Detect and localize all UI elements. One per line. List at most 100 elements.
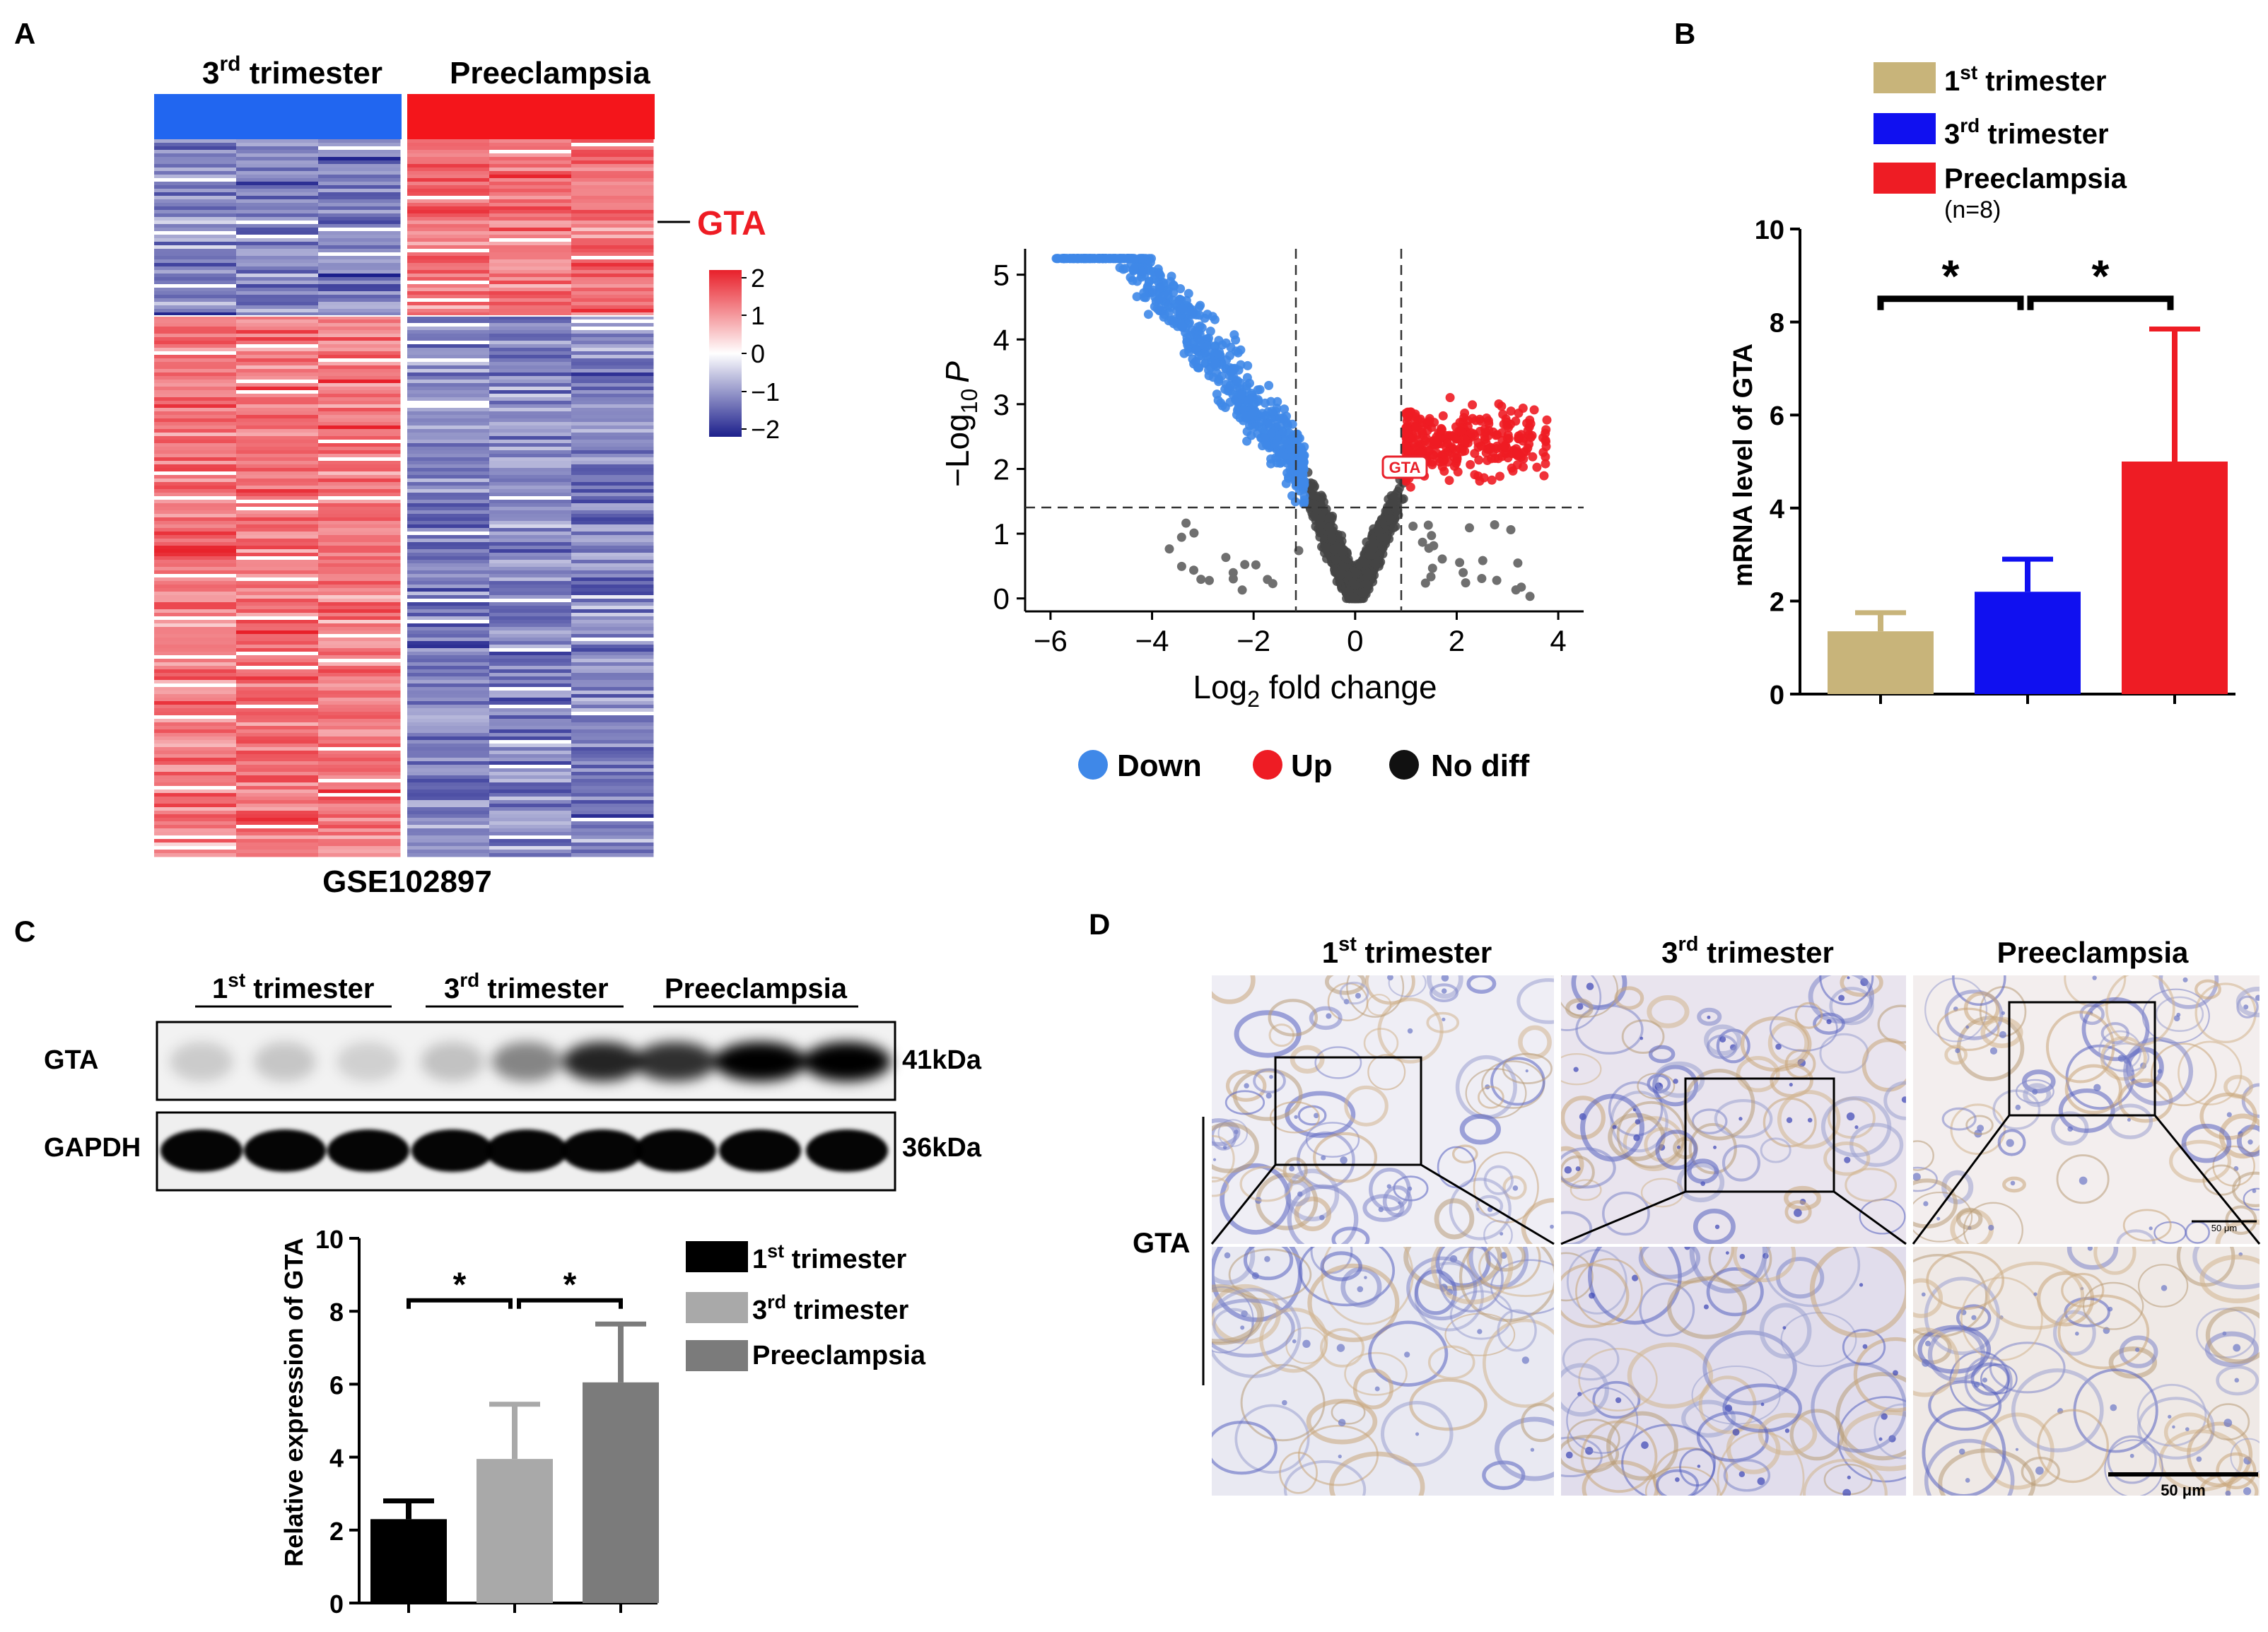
- heatmap-colorbar: [709, 270, 742, 437]
- heatmap-cell: [318, 722, 401, 727]
- heatmap-cell: [407, 330, 490, 334]
- heatmap-cell: [236, 242, 319, 246]
- ihc-villus: [1758, 1412, 1818, 1456]
- heatmap-cell: [489, 673, 572, 677]
- heatmap-cell: [154, 669, 237, 674]
- heatmap-cell: [318, 383, 401, 387]
- ihc-villus: [1212, 975, 1256, 1004]
- ihc-villus: [1320, 1251, 1362, 1281]
- volcano-point: [1477, 574, 1487, 583]
- heatmap-cell: [154, 440, 237, 444]
- heatmap-cell: [236, 761, 319, 765]
- heatmap-cell: [571, 712, 654, 716]
- ihc-villus: [1924, 978, 1988, 1043]
- heatmap-cell: [154, 164, 237, 168]
- heatmap-cell: [571, 514, 654, 518]
- heatmap-cell: [571, 139, 654, 143]
- ihc-villus: [1346, 975, 1405, 1018]
- heatmap-cell: [407, 327, 490, 331]
- heatmap-cell: [489, 687, 572, 691]
- heatmap-cell: [407, 729, 490, 734]
- ihc-villus: [1941, 1107, 1977, 1131]
- heatmap-cell: [318, 178, 401, 182]
- ihc-villus: [1294, 1196, 1332, 1232]
- volcano-point: [1459, 568, 1468, 577]
- significance-bracket: [2027, 295, 2174, 310]
- heatmap-cell: [236, 471, 319, 476]
- heatmap-cell: [571, 775, 654, 780]
- heatmap-cell: [154, 500, 237, 504]
- heatmap-cell: [318, 747, 401, 751]
- ihc-villus: [1913, 1278, 1943, 1318]
- heatmap-cell: [154, 641, 237, 645]
- blot-group-preeclampsia: Preeclampsia: [665, 973, 848, 1004]
- volcano-point: [1246, 430, 1256, 440]
- volcano-point: [1196, 575, 1206, 585]
- volcano-gene-tag: GTA: [1381, 455, 1428, 479]
- heatmap-cell: [154, 277, 237, 281]
- heatmap-cell: [154, 450, 237, 454]
- heatmap-cell: [318, 638, 401, 642]
- heatmap-cell: [236, 786, 319, 790]
- ihc-villus: [2093, 1247, 2137, 1275]
- heatmap-cell: [154, 821, 237, 826]
- ihc-villus: [2235, 986, 2260, 1018]
- heatmap-cell: [407, 270, 490, 274]
- heatmap-cell: [407, 408, 490, 412]
- volcano-point: [1149, 267, 1159, 276]
- heatmap-cell: [318, 150, 401, 154]
- heatmap-cell: [236, 563, 319, 568]
- heatmap-cell: [236, 708, 319, 712]
- ihc-villus: [1243, 1247, 1294, 1281]
- heatmap-cell: [318, 680, 401, 684]
- heatmap-cell: [489, 390, 572, 394]
- heatmap-cell: [154, 503, 237, 507]
- volcano-point: [1169, 280, 1179, 290]
- volcano-point: [1189, 528, 1199, 538]
- heatmap-cell: [571, 372, 654, 377]
- heatmap-cell: [489, 599, 572, 603]
- volcano-point: [1504, 423, 1514, 433]
- volcano-point: [1461, 578, 1471, 588]
- volcano-point: [1523, 443, 1533, 453]
- heatmap-cell: [489, 514, 572, 518]
- volcano-point: [1118, 254, 1128, 264]
- heatmap-cell: [407, 800, 490, 804]
- heatmap-cell: [236, 160, 319, 165]
- ihc-villus: [1829, 987, 1874, 1026]
- volcano-point: [1294, 461, 1304, 470]
- ihc-villus: [1960, 1276, 2043, 1361]
- ihc-nucleus: [1477, 1329, 1483, 1334]
- heatmap-cell: [489, 203, 572, 207]
- volcano-point: [1437, 554, 1447, 564]
- heatmap-gene-label: GTA: [697, 205, 766, 242]
- heatmap-cell: [407, 281, 490, 285]
- ihc-nucleus: [1999, 1031, 2007, 1039]
- heatmap-cell: [489, 535, 572, 539]
- heatmap-cell: [407, 546, 490, 550]
- heatmap-cell: [318, 556, 401, 560]
- heatmap-cell: [318, 641, 401, 645]
- heatmap-cell: [489, 814, 572, 818]
- heatmap-cell: [318, 164, 401, 168]
- heatmap-cell: [236, 337, 319, 341]
- heatmap-cell: [571, 758, 654, 762]
- heatmap-cell: [154, 221, 237, 225]
- heatmap-cell: [489, 196, 572, 200]
- heatmap-cell: [489, 510, 572, 515]
- volcano-point: [1237, 585, 1247, 595]
- ihc-villus: [2061, 1272, 2105, 1308]
- ihc-nucleus: [2006, 1139, 2014, 1147]
- heatmap-cell: [571, 510, 654, 515]
- volcano-point: [1236, 360, 1246, 370]
- ihc-villus: [1840, 975, 1883, 997]
- volcano-point: [1169, 317, 1179, 327]
- heatmap-cell: [318, 344, 401, 348]
- heatmap-cell: [489, 705, 572, 709]
- volcano-point: [1506, 525, 1516, 534]
- ihc-nucleus: [1442, 1017, 1446, 1021]
- legend-label-up: Up: [1291, 749, 1333, 783]
- heatmap-cell: [407, 542, 490, 546]
- heatmap-cell: [571, 800, 654, 804]
- volcano-point: [1406, 407, 1416, 417]
